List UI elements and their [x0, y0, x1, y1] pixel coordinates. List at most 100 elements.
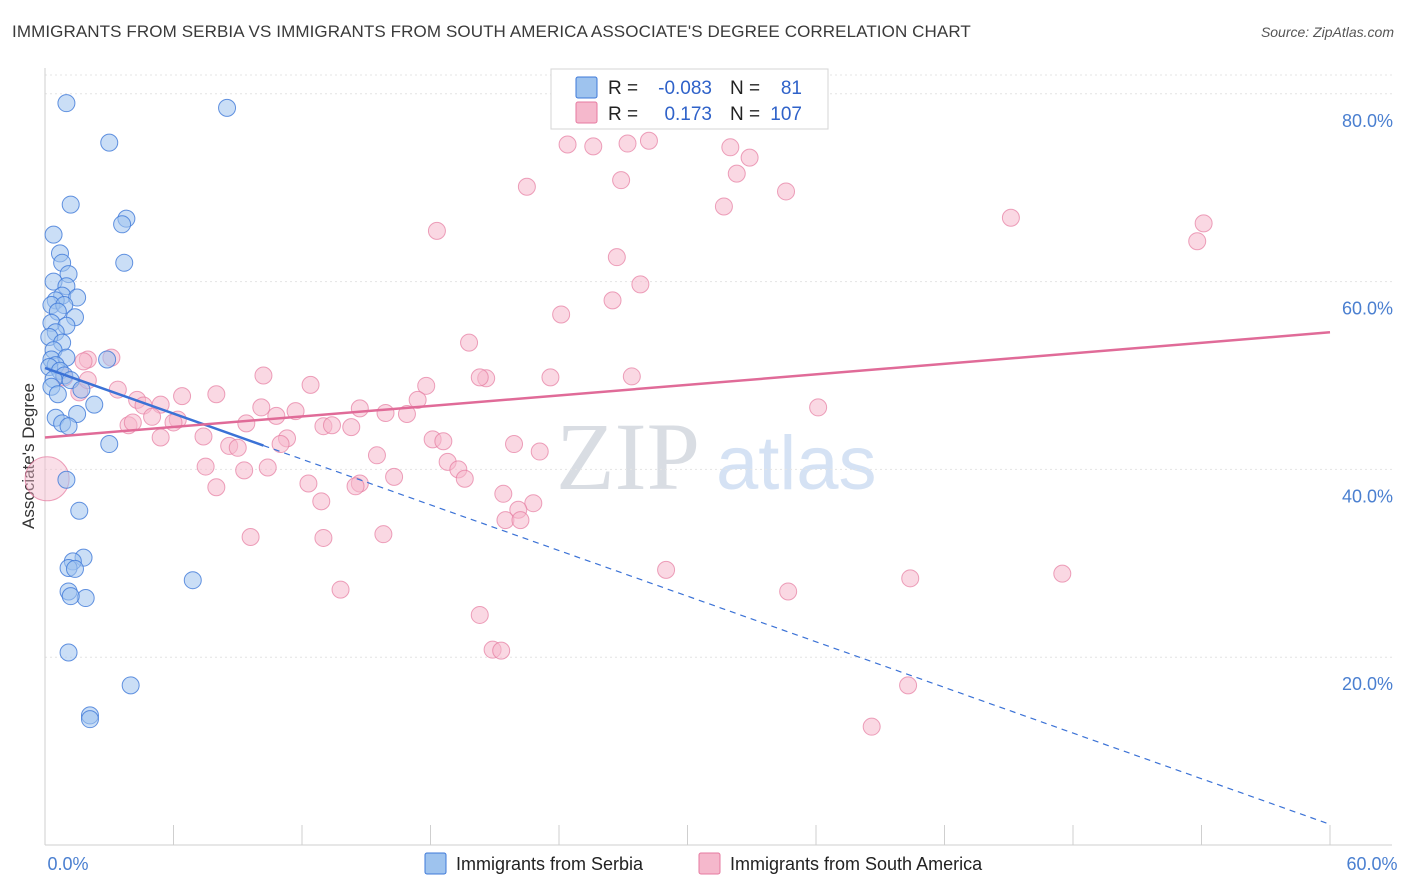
serbia-point: [57, 470, 76, 489]
sa-point: [417, 376, 436, 395]
serbia-trend-extension: [263, 444, 1331, 825]
sa-point: [505, 435, 524, 454]
gridlines: [45, 74, 1392, 658]
serbia-point: [113, 215, 132, 234]
y-tick-label-80: 80.0%: [1342, 111, 1393, 131]
serbia-point: [80, 710, 99, 729]
sa-point: [901, 569, 920, 588]
watermark-atlas: atlas: [716, 421, 877, 506]
sa-point: [143, 407, 162, 426]
legend-sa-swatch: [698, 852, 721, 875]
stats-legend-sa-swatch: [575, 101, 598, 124]
stats-legend-sa-n-label: N =: [730, 104, 760, 125]
y-axis-label: Associate's Degree: [19, 383, 38, 529]
source-label: Source: ZipAtlas.com: [1260, 24, 1394, 40]
sa-point: [374, 525, 393, 544]
sa-point: [524, 494, 543, 513]
sa-point: [346, 477, 365, 496]
sa-point: [618, 134, 637, 153]
serbia-trend-line: [44, 366, 264, 447]
trend-lines: [44, 331, 1331, 825]
y-tick-labels: 20.0% 40.0% 60.0% 80.0%: [1342, 111, 1393, 694]
sa-point: [207, 478, 226, 497]
sa-point: [207, 385, 226, 404]
sa-point: [657, 560, 676, 579]
sa-point: [1188, 232, 1207, 251]
sa-point: [558, 135, 577, 154]
serbia-point: [85, 395, 104, 414]
serbia-point: [57, 94, 76, 113]
sa-point: [607, 248, 626, 267]
sa-point: [322, 416, 341, 435]
sa-point: [727, 164, 746, 183]
sa-point: [603, 291, 622, 310]
sa-point: [237, 414, 256, 433]
sa-point: [241, 528, 260, 546]
sa-point: [228, 438, 247, 457]
sa-point: [385, 467, 404, 486]
sa-point: [254, 366, 273, 385]
sa-point: [530, 442, 549, 461]
sa-point: [777, 182, 796, 201]
sa-point: [427, 221, 446, 240]
stats-legend-sa-r-value: 0.173: [664, 104, 712, 125]
sa-point: [194, 427, 213, 446]
serbia-point: [65, 559, 84, 578]
sa-point: [639, 131, 658, 150]
sa-point: [809, 398, 828, 417]
sa-point: [301, 375, 320, 394]
sa-point: [492, 641, 511, 660]
sa-point: [196, 457, 215, 476]
legend-sa-label: Immigrants from South America: [730, 854, 983, 874]
sa-point: [511, 511, 530, 530]
serbia-point: [218, 98, 237, 117]
stats-legend-serbia-swatch: [575, 76, 598, 99]
sa-point: [173, 387, 192, 406]
sa-point: [714, 197, 733, 216]
stats-legend-serbia-r-value: -0.083: [658, 78, 712, 99]
sa-point: [455, 469, 474, 488]
sa-point: [299, 474, 318, 493]
sa-point: [235, 461, 254, 480]
sa-point: [631, 275, 650, 294]
stats-legend-sa-r-label: R =: [608, 104, 638, 125]
stats-legend-serbia-r-label: R =: [608, 78, 638, 99]
sa-point: [367, 446, 386, 465]
serbia-point: [61, 587, 80, 606]
y-tick-label-40: 40.0%: [1342, 486, 1393, 506]
x-tick-label-min: 0.0%: [47, 854, 88, 874]
sa-point: [74, 352, 93, 371]
sa-point: [408, 390, 427, 409]
chart-title: IMMIGRANTS FROM SERBIA VS IMMIGRANTS FRO…: [12, 22, 971, 41]
sa-point: [584, 137, 603, 156]
serbia-point: [61, 195, 80, 214]
y-tick-label-60: 60.0%: [1342, 299, 1393, 319]
serbia-point: [70, 501, 89, 520]
sa-point: [541, 368, 560, 387]
serbia-point: [100, 133, 119, 152]
sa-point: [862, 717, 881, 736]
sa-point: [517, 177, 536, 196]
stats-legend-sa-n-value: 107: [770, 104, 802, 125]
sa-point: [779, 582, 798, 601]
sa-point: [496, 511, 515, 530]
series-south-america-points: [24, 131, 1213, 736]
bottom-legend: Immigrants from Serbia Immigrants from S…: [424, 852, 983, 875]
serbia-point: [44, 225, 63, 244]
sa-point: [331, 580, 350, 599]
sa-point: [258, 458, 277, 477]
legend-serbia-swatch: [424, 852, 447, 875]
sa-point: [350, 399, 369, 418]
sa-point: [376, 404, 395, 423]
sa-point: [721, 138, 740, 157]
serbia-point: [121, 676, 140, 695]
y-tick-label-20: 20.0%: [1342, 674, 1393, 694]
sa-point: [552, 305, 571, 324]
legend-serbia-label: Immigrants from Serbia: [456, 854, 644, 874]
serbia-point: [115, 253, 134, 272]
sa-point: [312, 492, 331, 511]
sa-point: [252, 398, 271, 417]
sa-point: [899, 676, 918, 695]
sa-point: [470, 605, 489, 624]
serbia-point: [59, 643, 78, 662]
